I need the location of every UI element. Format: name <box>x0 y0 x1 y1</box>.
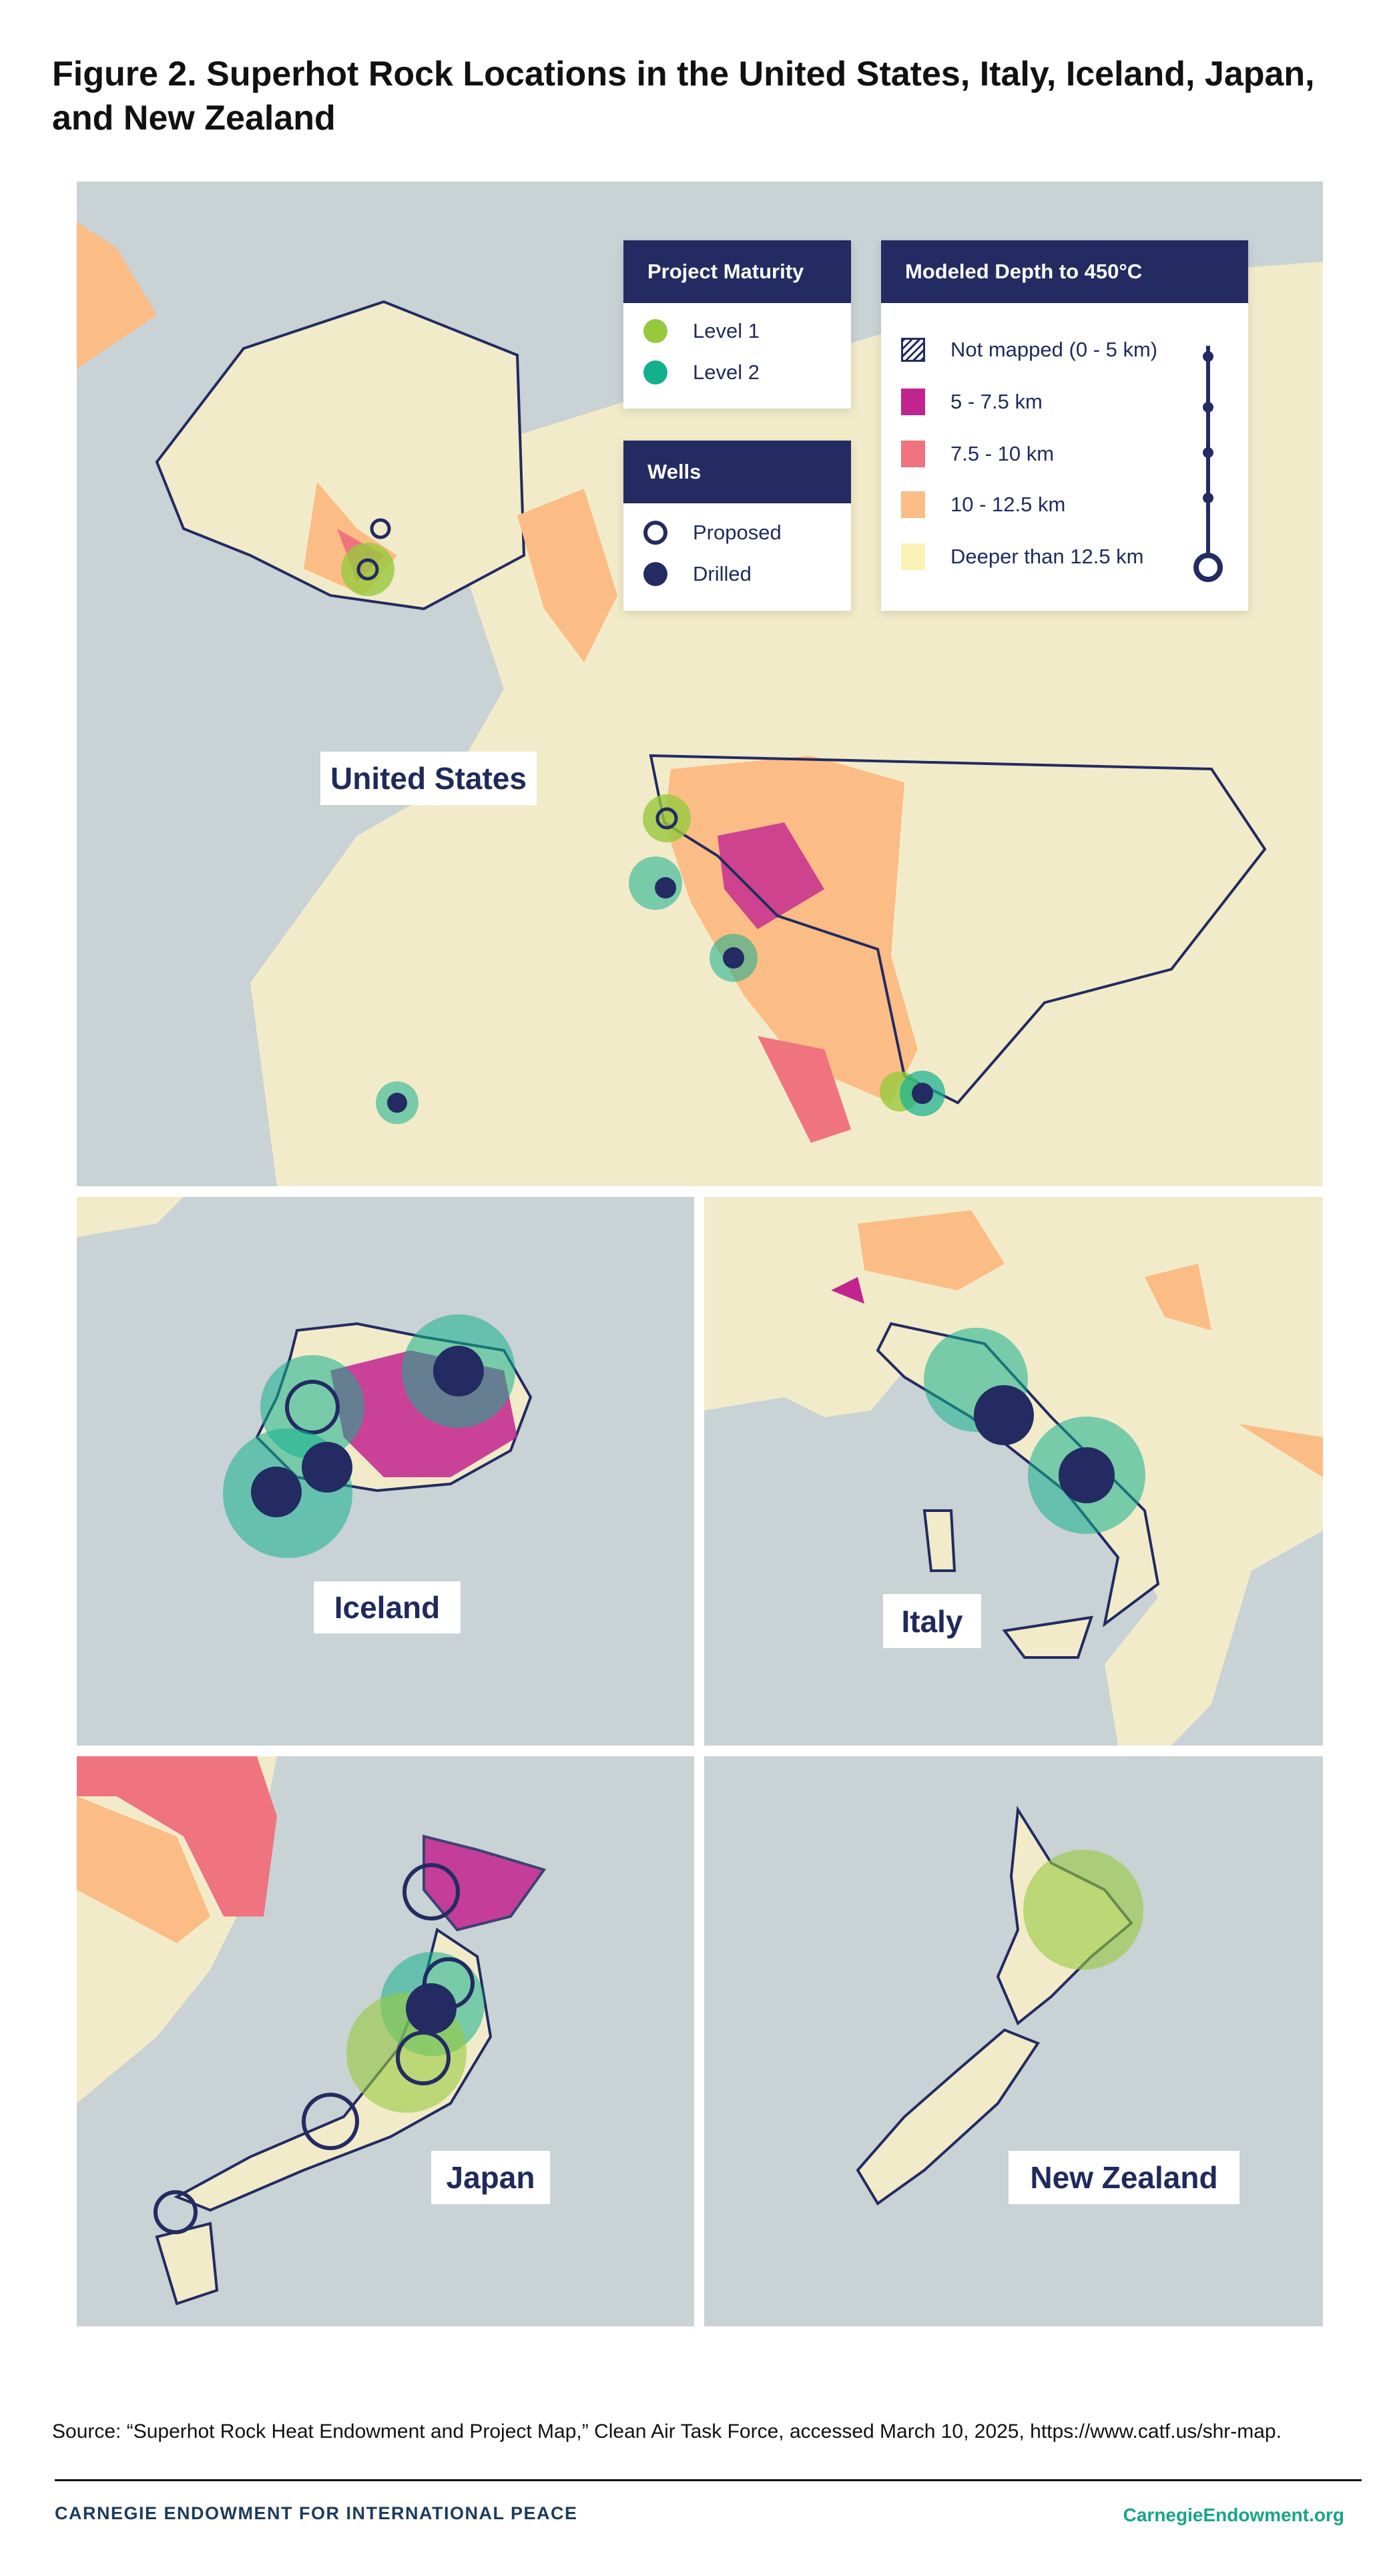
legend-label: Not mapped (0 - 5 km) <box>950 338 1158 361</box>
legend-label: Level 1 <box>693 319 760 342</box>
depth-5-7.5-swatch <box>901 389 925 415</box>
label-iceland: Iceland <box>314 1581 461 1633</box>
depth-10-12.5-swatch <box>901 491 925 518</box>
legend-depth: Modeled Depth to 450°C Not mapped (0 - 5… <box>881 240 1248 611</box>
brand-name: CARNEGIE ENDOWMENT FOR INTERNATIONAL PEA… <box>55 2503 578 2523</box>
legend-label: 5 - 7.5 km <box>950 390 1043 413</box>
legend-label: Proposed <box>693 521 782 544</box>
legend-wells: Wells Proposed Drilled <box>623 441 851 611</box>
label-japan: Japan <box>431 2151 550 2204</box>
map-iceland: Iceland <box>77 1197 694 1746</box>
level-2-swatch <box>643 360 667 384</box>
legend-title: Modeled Depth to 450°C <box>881 240 1248 303</box>
hatch-swatch <box>901 338 925 362</box>
proposed-well-icon <box>643 521 667 545</box>
legend-label: Level 2 <box>693 360 760 384</box>
depth-deeper-swatch <box>901 543 925 570</box>
map-united-states: United States Project Maturity Level 1 L… <box>77 182 1323 1186</box>
nz-map-graphic <box>856 1805 1143 2206</box>
level-1-swatch <box>643 319 667 343</box>
legend-label: Deeper than 12.5 km <box>950 545 1144 568</box>
legend-label: 7.5 - 10 km <box>950 442 1055 465</box>
figure-title: Figure 2. Superhot Rock Locations in the… <box>52 55 1315 138</box>
japan-map-graphic <box>77 1756 547 2306</box>
label-united-states: United States <box>320 752 537 805</box>
site-link[interactable]: CarnegieEndowment.org <box>1123 2505 1344 2525</box>
drilled-well-icon <box>643 562 667 586</box>
legend-title: Wells <box>623 441 851 503</box>
legend-label: 10 - 12.5 km <box>950 493 1066 516</box>
depth-scale-icon <box>1193 346 1223 582</box>
source-note: Source: “Superhot Rock Heat Endowment an… <box>52 2420 1282 2442</box>
footer-divider <box>55 2479 1362 2481</box>
legend-project-maturity: Project Maturity Level 1 Level 2 <box>623 240 851 409</box>
map-italy: Italy <box>704 1197 1323 1746</box>
map-japan: Japan <box>77 1756 694 2326</box>
legend-title: Project Maturity <box>623 240 851 303</box>
label-new-zealand: New Zealand <box>1009 2151 1239 2204</box>
italy-map-graphic <box>704 1197 1323 1746</box>
label-italy: Italy <box>883 1594 981 1648</box>
legend-label: Drilled <box>693 562 752 585</box>
map-new-zealand: New Zealand <box>704 1756 1323 2326</box>
iceland-map-graphic <box>77 1197 533 1558</box>
depth-7.5-10-swatch <box>901 441 925 467</box>
